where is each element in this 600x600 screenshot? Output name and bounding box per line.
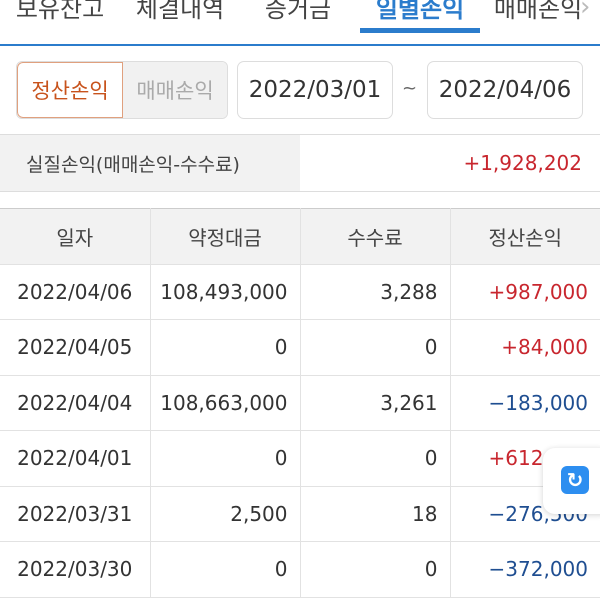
- cell-date: 2022/04/06: [0, 263, 151, 320]
- chevron-right-icon[interactable]: ›: [580, 0, 591, 22]
- header-pnl: 정산손익: [449, 208, 600, 265]
- segment-trading-pnl[interactable]: 매매손익: [123, 62, 227, 118]
- summary-label: 실질손익(매매손익-수수료): [0, 135, 300, 191]
- refresh-icon: ↻: [561, 466, 589, 494]
- cell-pnl: +987,000: [449, 263, 600, 320]
- cell-amount: 0: [149, 319, 301, 376]
- cell-amount: 2,500: [149, 485, 301, 542]
- table-row[interactable]: 2022/03/31 2,500 18 −276,500: [0, 485, 600, 542]
- table-row[interactable]: 2022/03/30 0 0 −372,000: [0, 541, 600, 598]
- daily-pnl-table: 일자 약정대금 수수료 정산손익 2022/04/06 108,493,000 3,…: [0, 208, 600, 598]
- tab-executions[interactable]: 체결내역: [135, 0, 225, 23]
- tab-holdings[interactable]: 보유잔고: [15, 0, 105, 23]
- cell-date: 2022/04/05: [0, 319, 151, 376]
- cell-date: 2022/04/04: [0, 374, 151, 431]
- tab-bar: 보유잔고 체결내역 증거금 일별손익 매매손익 ›: [0, 0, 600, 46]
- cell-amount: 108,663,000: [149, 374, 301, 431]
- tab-margin[interactable]: 증거금: [264, 0, 332, 23]
- cell-date: 2022/04/01: [0, 430, 151, 487]
- cell-fee: 0: [299, 541, 451, 598]
- header-amount: 약정대금: [149, 208, 301, 265]
- pnl-type-toggle: 정산손익 매매손익: [16, 61, 228, 119]
- tab-daily-pnl[interactable]: 일별손익: [360, 0, 480, 33]
- summary-row: 실질손익(매매손익-수수료) +1,928,202: [0, 134, 600, 192]
- cell-fee: 3,288: [299, 263, 451, 320]
- cell-fee: 3,261: [299, 374, 451, 431]
- header-fee: 수수료: [299, 208, 451, 265]
- segment-settlement-pnl[interactable]: 정산손익: [17, 62, 123, 118]
- cell-date: 2022/03/31: [0, 485, 151, 542]
- end-date-field[interactable]: 2022/04/06: [427, 61, 583, 119]
- floating-button[interactable]: ↻: [543, 448, 600, 514]
- cell-fee: 0: [299, 430, 451, 487]
- cell-amount: 0: [149, 430, 301, 487]
- table-row[interactable]: 2022/04/05 0 0 +84,000: [0, 319, 600, 376]
- cell-pnl: +84,000: [449, 319, 600, 376]
- table-row[interactable]: 2022/04/04 108,663,000 3,261 −183,000: [0, 374, 600, 431]
- cell-amount: 108,493,000: [149, 263, 301, 320]
- summary-value: +1,928,202: [463, 151, 582, 175]
- cell-fee: 18: [299, 485, 451, 542]
- header-date: 일자: [0, 208, 151, 265]
- date-separator: ~: [402, 78, 418, 99]
- cell-amount: 0: [149, 541, 301, 598]
- table-row[interactable]: 2022/04/06 108,493,000 3,288 +987,000: [0, 263, 600, 320]
- cell-date: 2022/03/30: [0, 541, 151, 598]
- cell-pnl: −183,000: [449, 374, 600, 431]
- tab-trading-pnl[interactable]: 매매손익: [493, 0, 583, 23]
- cell-pnl: −372,000: [449, 541, 600, 598]
- cell-fee: 0: [299, 319, 451, 376]
- start-date-field[interactable]: 2022/03/01: [237, 61, 393, 119]
- table-row[interactable]: 2022/04/01 0 0 +612,000: [0, 430, 600, 487]
